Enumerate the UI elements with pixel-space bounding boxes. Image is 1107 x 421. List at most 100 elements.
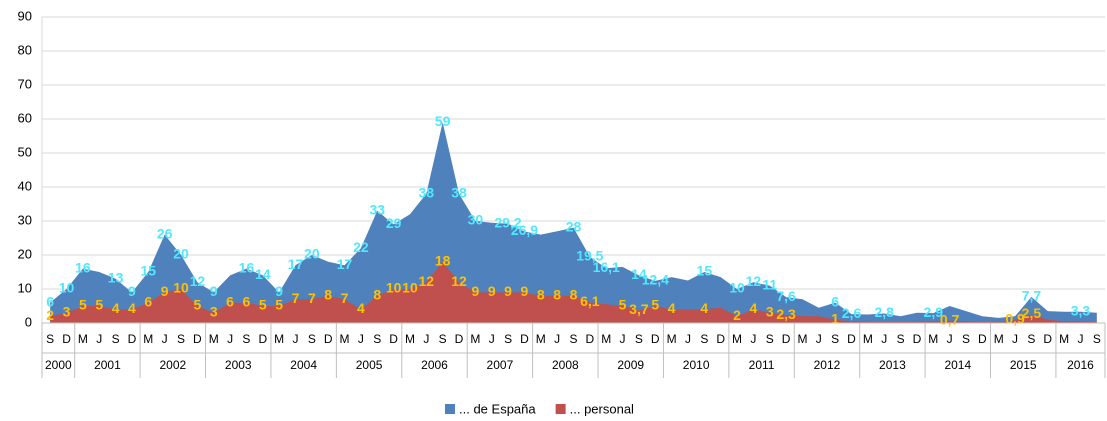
data-label: 6 [831,293,839,309]
year-label: 2013 [879,358,906,372]
data-label: 9 [488,283,496,299]
x-tick-label: S [635,332,643,346]
x-tick-label: D [1043,332,1052,346]
data-label: 1 [831,310,839,326]
x-tick-label: S [569,332,577,346]
y-tick-label: 50 [18,144,32,159]
year-label: 2010 [683,358,710,372]
y-tick-label: 90 [18,8,32,23]
x-tick-label: M [340,332,350,346]
x-tick-label: J [96,332,102,346]
data-label: 9 [161,283,169,299]
data-label: 29,2 [494,214,521,230]
data-label: 14 [631,266,647,282]
year-label: 2004 [290,358,317,372]
y-tick-label: 80 [18,42,32,57]
data-label: 13 [108,270,124,286]
data-label: 4 [357,300,365,316]
year-label: 2014 [944,358,971,372]
legend-swatch [445,404,455,414]
data-label: 9 [521,283,529,299]
data-label: 9 [504,283,512,299]
data-label: 6 [243,293,251,309]
x-tick-label: J [358,332,364,346]
year-label: 2001 [94,358,121,372]
x-tick-label: S [700,332,708,346]
data-label: 2 [46,307,54,323]
y-tick-label: 20 [18,246,32,261]
x-tick-label: S [897,332,905,346]
x-tick-label: S [962,332,970,346]
x-tick-label: J [947,332,953,346]
data-label: 12,4 [642,272,669,288]
data-label: 10 [729,280,745,296]
x-tick-label: S [308,332,316,346]
x-tick-label: J [227,332,233,346]
data-label: 6 [144,293,152,309]
data-label: 20 [173,246,189,262]
data-label: 12 [190,273,206,289]
data-label: 3 [766,304,774,320]
year-label: 2015 [1010,358,1037,372]
x-tick-label: M [78,332,88,346]
x-tick-label: S [373,332,381,346]
legend-label: ... personal [570,401,634,416]
data-label: 16 [75,259,91,275]
year-label: 2002 [159,358,186,372]
year-label: 2007 [487,358,514,372]
data-label: 5 [193,297,201,313]
data-label: 0,7 [940,311,960,327]
data-label: 26,9 [511,222,538,238]
data-label: 4 [112,300,120,316]
year-label: 2000 [45,358,72,372]
x-tick-label: S [112,332,120,346]
x-tick-label: J [881,332,887,346]
x-tick-label: S [1093,332,1101,346]
data-label: 18 [435,253,451,269]
data-label: 9 [128,283,136,299]
data-label: 12 [746,273,762,289]
x-tick-label: M [667,332,677,346]
data-label: 30 [468,212,484,228]
data-label: 22 [353,239,369,255]
data-label: 19,5 [576,247,603,263]
data-label: 8 [373,287,381,303]
data-label: 8 [324,287,332,303]
data-label: 3,7 [629,301,649,317]
x-tick-label: M [143,332,153,346]
year-label: 2012 [814,358,841,372]
data-label: 4 [128,300,136,316]
x-tick-label: J [292,332,298,346]
x-tick-label: D [520,332,529,346]
x-tick-label: S [831,332,839,346]
data-label: 8 [570,287,578,303]
x-tick-label: J [750,332,756,346]
data-label: 7,7 [1022,288,1042,304]
y-tick-label: 40 [18,178,32,193]
data-label: 8 [537,287,545,303]
year-label: 2009 [617,358,644,372]
data-label: 16 [239,259,255,275]
year-label: 2003 [225,358,252,372]
data-label: 33 [369,202,385,218]
x-tick-label: M [470,332,480,346]
x-tick-label: M [601,332,611,346]
data-label: 17 [288,256,304,272]
x-tick-label: S [439,332,447,346]
data-label: 5 [619,297,627,313]
data-label: 59 [435,113,451,129]
data-label: 2,5 [1022,305,1042,321]
x-tick-label: D [913,332,922,346]
data-label: 3 [210,304,218,320]
x-tick-label: S [504,332,512,346]
x-tick-label: S [177,332,185,346]
data-label: 10 [173,280,189,296]
x-tick-label: M [928,332,938,346]
y-tick-label: 70 [18,76,32,91]
data-label: 26 [157,225,173,241]
data-label: 2,3 [776,306,796,322]
data-label: 4 [700,300,708,316]
data-label: 6 [46,293,54,309]
x-tick-label: S [766,332,774,346]
